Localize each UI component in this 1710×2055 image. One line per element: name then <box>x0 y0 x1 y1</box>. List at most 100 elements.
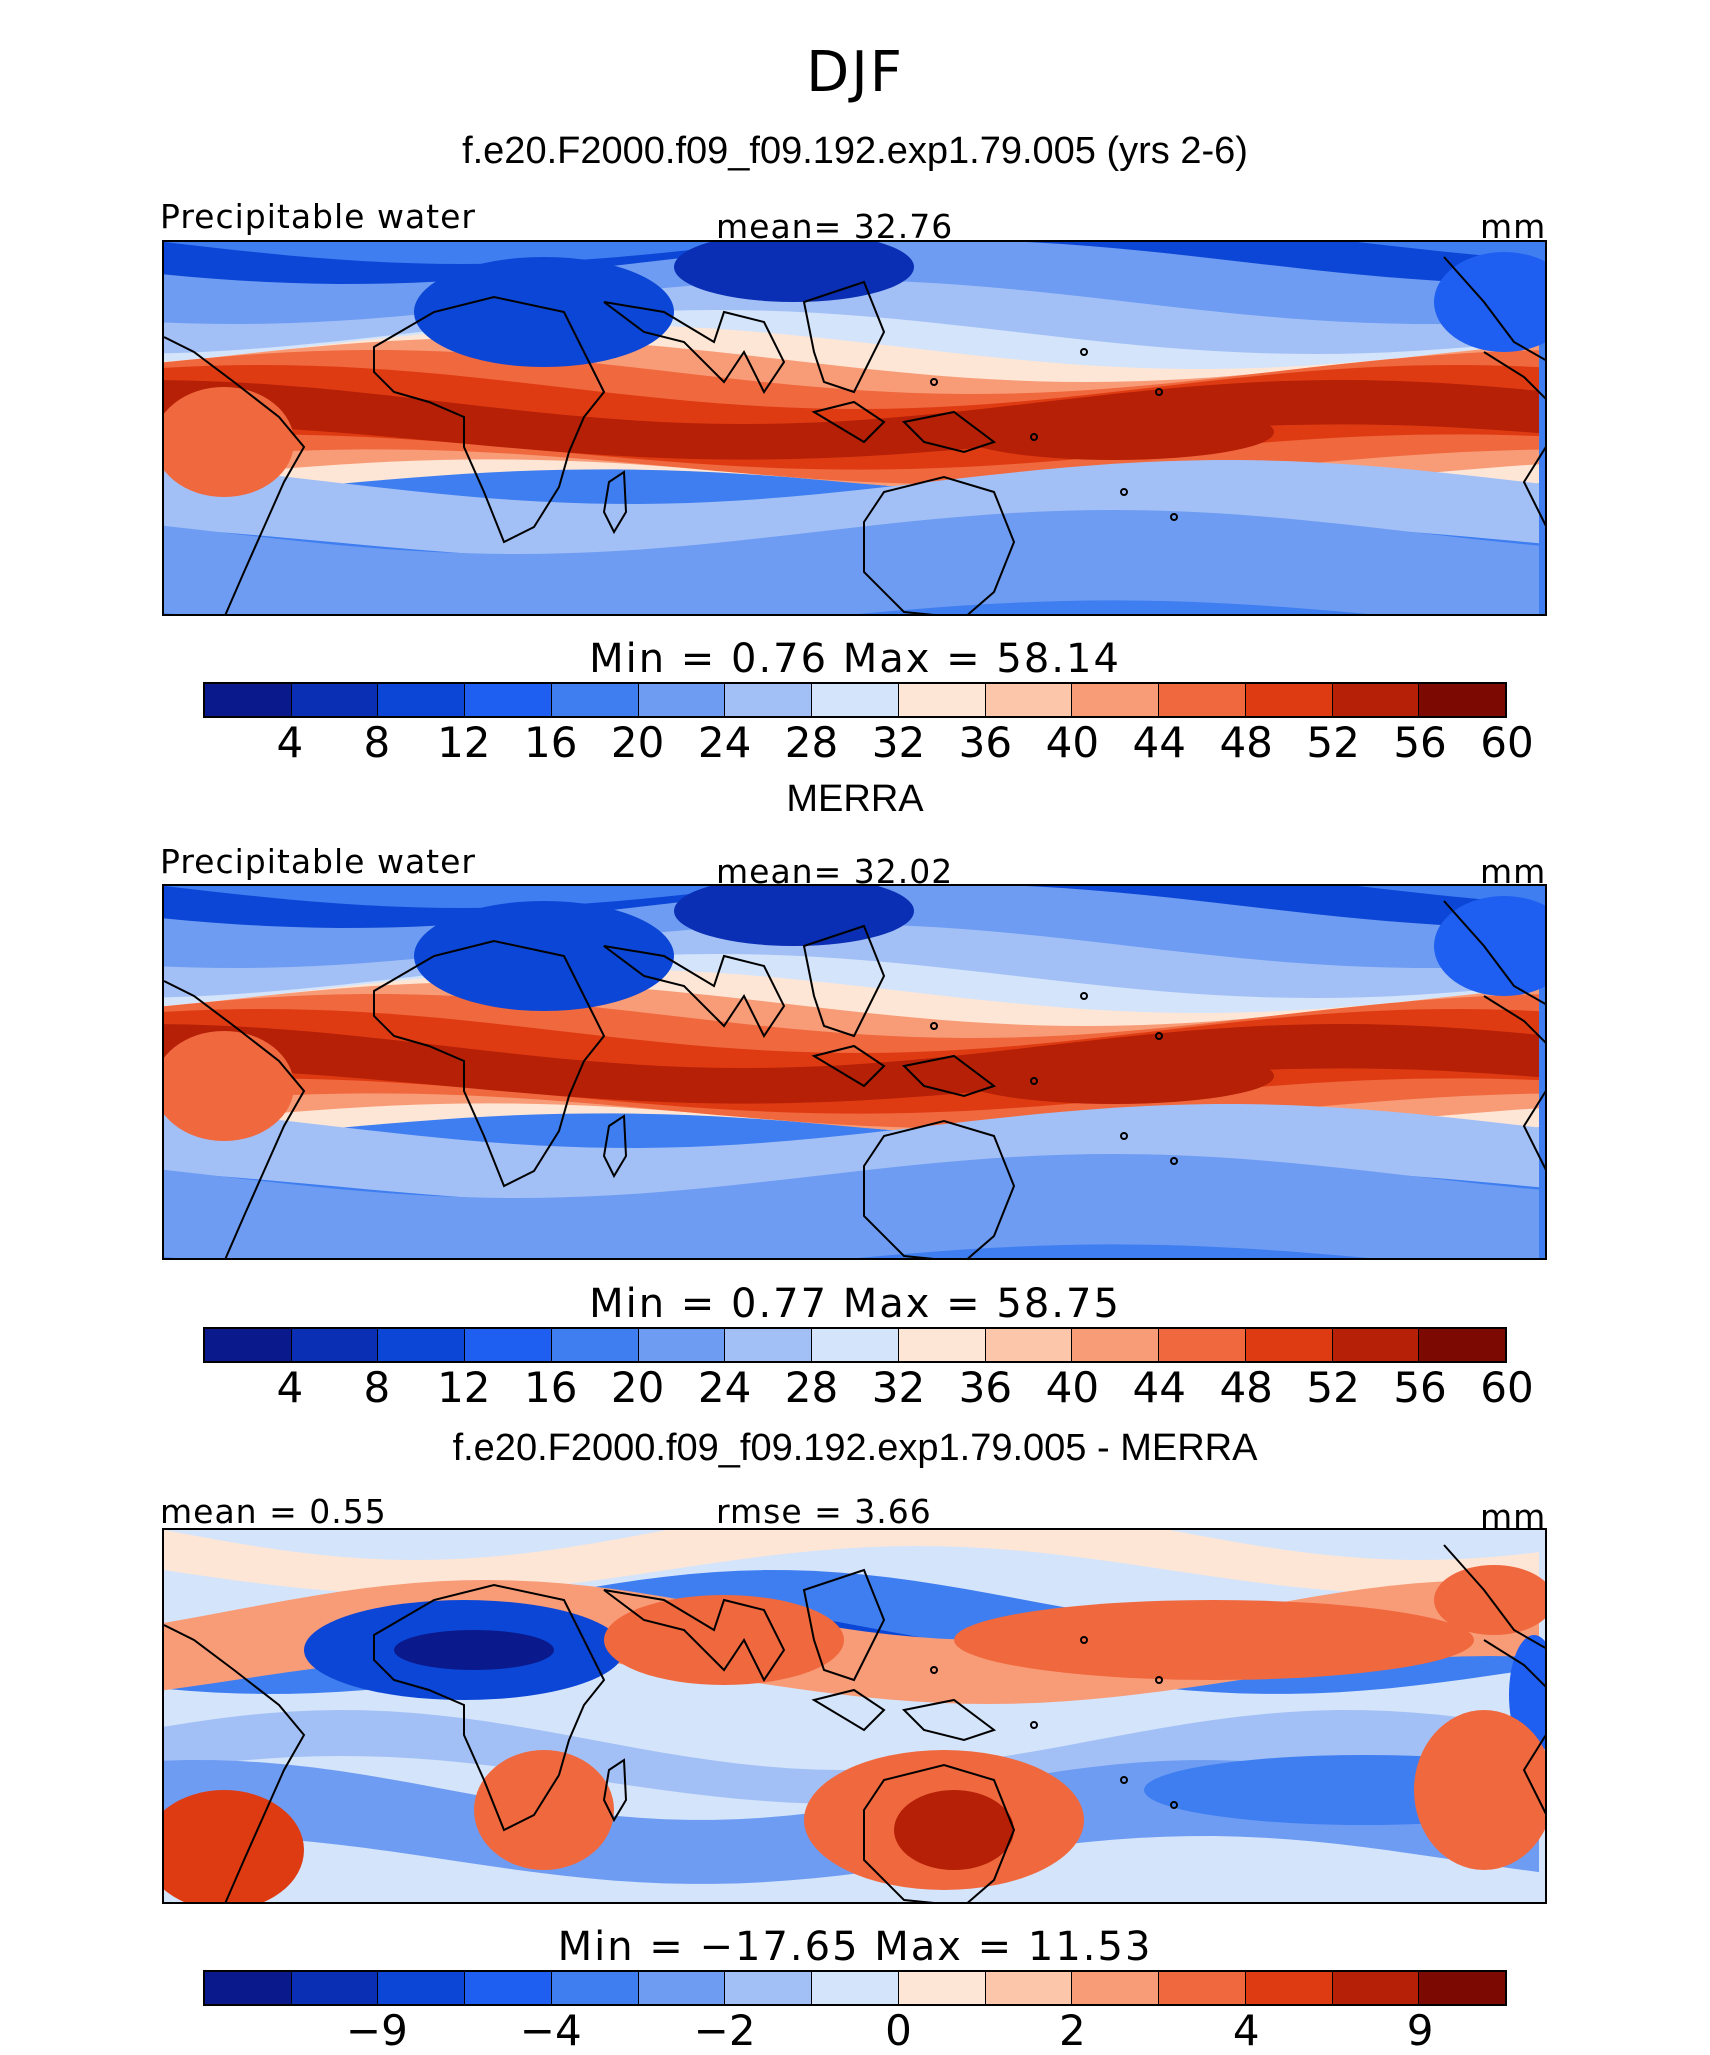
colorbar-tick-label: 20 <box>610 718 665 767</box>
colorbar-segment <box>638 684 726 716</box>
colorbar-segment <box>1072 1972 1160 2004</box>
colorbar-segment <box>551 1329 639 1361</box>
coastline-outlines <box>164 900 1545 1258</box>
colorbar-tick-label: 40 <box>1045 718 1100 767</box>
colorbar-tick-label: 48 <box>1219 718 1273 767</box>
colorbar-segment <box>1419 1329 1506 1361</box>
colorbar-tick-label: 60 <box>1480 1363 1534 1412</box>
colorbar-segment <box>985 1329 1073 1361</box>
colorbar-segment <box>291 1329 379 1361</box>
colorbar-tick-label: 20 <box>610 1363 665 1412</box>
colorbar-tick-label: −9 <box>345 2006 408 2055</box>
panel-1-variable-label: Precipitable water <box>160 197 476 236</box>
colorbar-segment <box>205 1329 292 1361</box>
colorbar-segment <box>1245 684 1333 716</box>
colorbar-tick-label: 32 <box>871 1363 926 1412</box>
colorbar-tick-label: 4 <box>276 718 304 767</box>
contour-field <box>164 242 1545 614</box>
colorbar-tick-label: 32 <box>871 718 926 767</box>
colorbar-tick-label: 24 <box>697 1363 752 1412</box>
panel-1-units: mm <box>1480 207 1547 246</box>
panel-2-minmax: Min = 0.77 Max = 58.75 <box>589 1281 1121 1327</box>
panel-3-mean-label: mean = 0.55 <box>160 1492 387 1531</box>
contour-field <box>164 1530 1545 1902</box>
colorbar-segment <box>1245 1329 1333 1361</box>
panel-1-minmax: Min = 0.76 Max = 58.14 <box>589 636 1121 682</box>
colorbar-tick-label: 9 <box>1406 2006 1434 2055</box>
colorbar-tick-label: 12 <box>437 718 491 767</box>
colorbar-tick-label: 4 <box>1232 2006 1260 2055</box>
colorbar-segment <box>898 1329 986 1361</box>
colorbar-segment <box>1419 684 1506 716</box>
season-title: DJF <box>806 40 904 105</box>
colorbar-segment <box>378 684 466 716</box>
colorbar-segment <box>1332 1972 1420 2004</box>
coastline-outlines <box>164 1544 1545 1902</box>
colorbar-segment <box>898 1972 986 2004</box>
colorbar-tick-label: −4 <box>519 2006 582 2055</box>
colorbar-tick-label: 28 <box>784 1363 839 1412</box>
panel-3-title: f.e20.F2000.f09_f09.192.exp1.79.005 - ME… <box>452 1427 1258 1469</box>
panel-2-title: MERRA <box>786 778 924 820</box>
colorbar-tick-label: 0 <box>885 2006 912 2055</box>
panel-1-mean-label: mean= 32.76 <box>716 207 954 246</box>
colorbar-tick-label: 2 <box>1058 2006 1086 2055</box>
colorbar-tick-label: 24 <box>697 718 752 767</box>
colorbar-segment <box>291 1972 379 2004</box>
colorbar-tick-label: 52 <box>1306 718 1360 767</box>
colorbar-segment <box>378 1972 466 2004</box>
colorbar-segment <box>205 1972 292 2004</box>
colorbar-segment <box>551 684 639 716</box>
colorbar-tick-label: 40 <box>1045 1363 1100 1412</box>
panel-2-colorbar <box>203 1327 1507 1363</box>
colorbar-tick-label: 56 <box>1393 1363 1447 1412</box>
colorbar-segment <box>465 1972 552 2004</box>
panel-1-map <box>162 240 1547 616</box>
panel-2-variable-label: Precipitable water <box>160 842 476 881</box>
colorbar-segment <box>378 1329 466 1361</box>
colorbar-tick-label: 16 <box>523 718 578 767</box>
panel-3-map <box>162 1528 1547 1904</box>
colorbar-segment <box>638 1972 726 2004</box>
colorbar-segment <box>985 1972 1073 2004</box>
panel-3-colorbar <box>203 1970 1507 2006</box>
colorbar-segment <box>638 1329 726 1361</box>
colorbar-tick-label: 48 <box>1219 1363 1273 1412</box>
colorbar-segment <box>812 684 899 716</box>
panel-2-colorbar-ticks: 4 8 12 16 20 24 28 32 36 40 44 48 52 56 60 <box>203 1363 1534 1415</box>
colorbar-segment <box>812 1329 899 1361</box>
coastline-outlines <box>164 256 1545 614</box>
colorbar-tick-label: 12 <box>437 1363 491 1412</box>
colorbar-segment <box>725 684 813 716</box>
panel-3-minmax: Min = −17.65 Max = 11.53 <box>557 1924 1153 1970</box>
colorbar-tick-label: 4 <box>276 1363 304 1412</box>
colorbar-tick-label: 8 <box>363 1363 391 1412</box>
colorbar-segment <box>1332 684 1420 716</box>
colorbar-segment <box>465 1329 552 1361</box>
colorbar-segment <box>205 684 292 716</box>
panel-3-rmse-label: rmse = 3.66 <box>716 1492 932 1531</box>
colorbar-tick-label: 44 <box>1132 718 1186 767</box>
colorbar-tick-label: −2 <box>693 2006 756 2055</box>
contour-field <box>164 886 1545 1258</box>
colorbar-tick-label: 36 <box>958 1363 1013 1412</box>
panel-1-colorbar <box>203 682 1507 718</box>
colorbar-tick-label: 28 <box>784 718 839 767</box>
colorbar-segment <box>1159 684 1246 716</box>
panel-1-title: f.e20.F2000.f09_f09.192.exp1.79.005 (yrs… <box>462 130 1248 172</box>
colorbar-tick-label: 8 <box>363 718 391 767</box>
colorbar-segment <box>291 684 379 716</box>
panel-3-colorbar-ticks: −9 −4 −2 0 2 4 9 <box>203 2006 1507 2055</box>
colorbar-segment <box>465 684 552 716</box>
colorbar-tick-label: 56 <box>1393 718 1447 767</box>
colorbar-segment <box>1159 1972 1246 2004</box>
colorbar-tick-label: 52 <box>1306 1363 1360 1412</box>
colorbar-segment <box>1072 1329 1160 1361</box>
panel-1-colorbar-ticks: 4 8 12 16 20 24 28 32 36 40 44 48 52 56 60 <box>203 718 1534 770</box>
colorbar-segment <box>725 1972 813 2004</box>
colorbar-segment <box>1072 684 1160 716</box>
colorbar-segment <box>1419 1972 1506 2004</box>
colorbar-segment <box>898 684 986 716</box>
colorbar-tick-label: 16 <box>523 1363 578 1412</box>
colorbar-segment <box>812 1972 899 2004</box>
